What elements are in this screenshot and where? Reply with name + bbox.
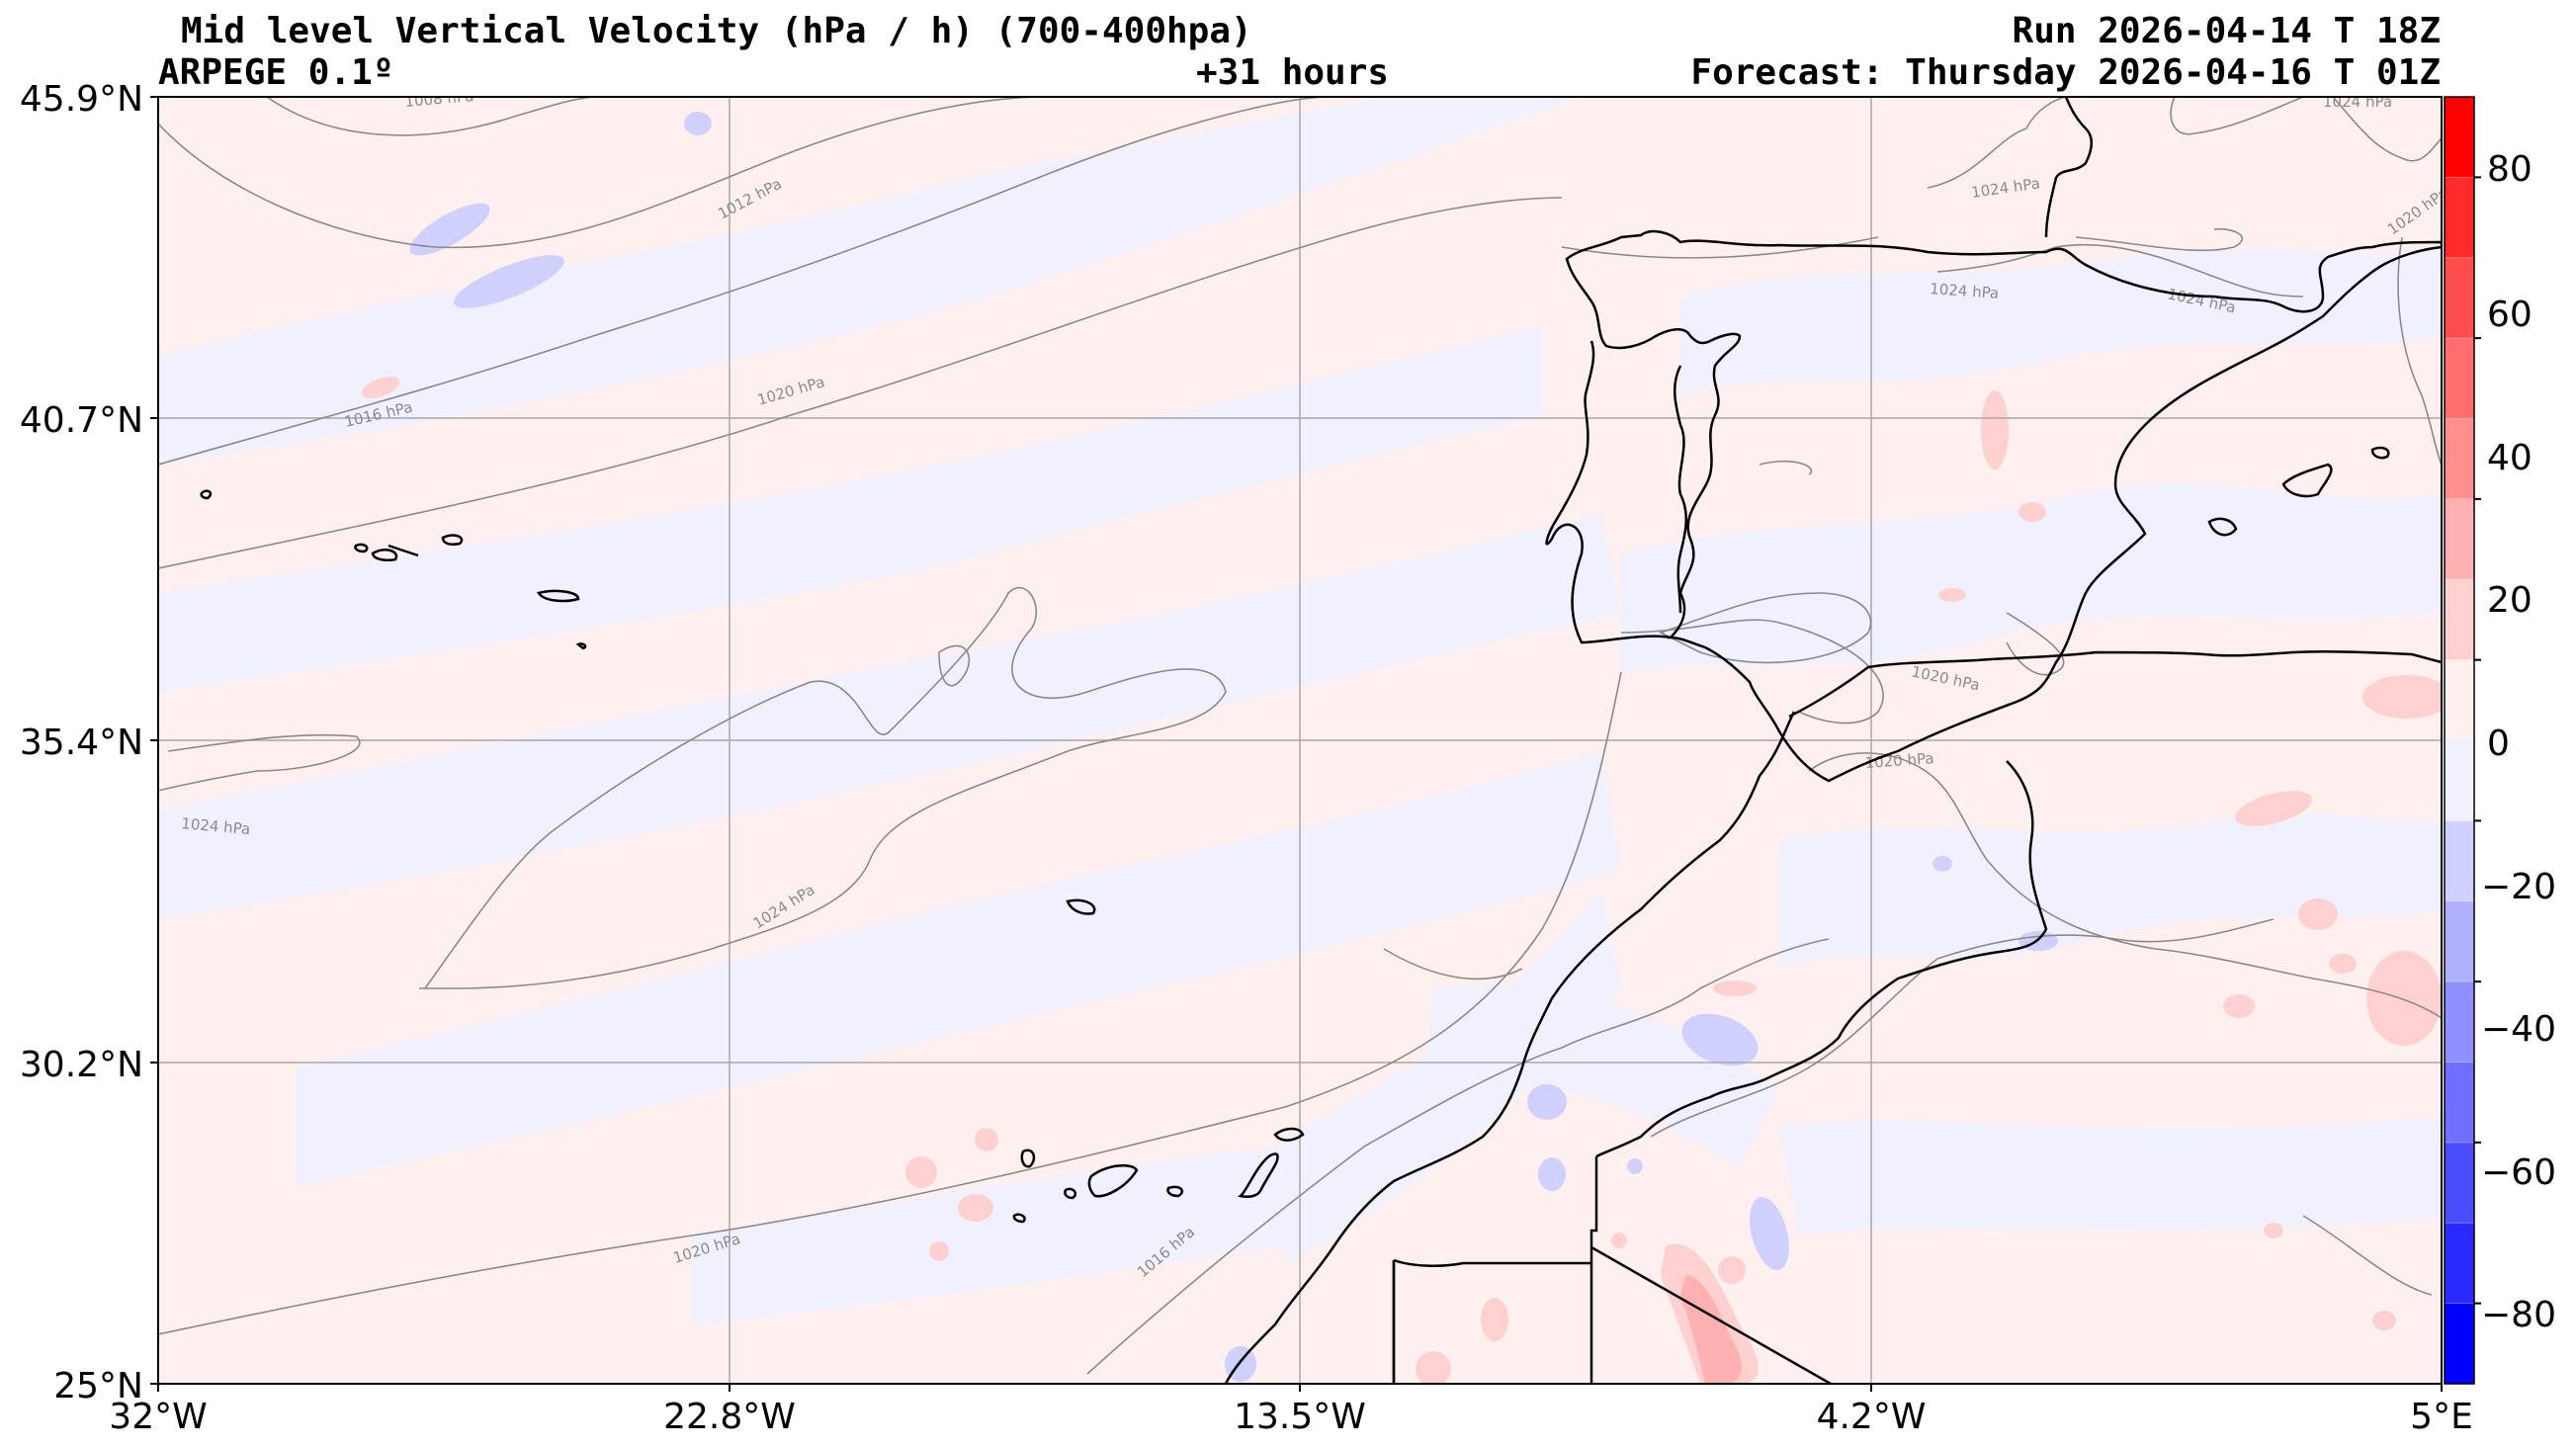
lat-tick-label: 40.7°N [20, 400, 143, 441]
colorbar-segment [2445, 981, 2474, 1063]
coastlines [1224, 97, 2442, 1384]
longitude-labels: 32°W 22.8°W 13.5°W 4.2°W 5°E [109, 1397, 2473, 1437]
axis-tick-marks [150, 96, 2443, 1392]
isobars [158, 97, 2442, 1375]
lat-tick-label: 35.4°N [20, 723, 143, 763]
lon-tick-label: 4.2°W [1817, 1397, 1927, 1437]
lead-time-label: +31 hours [1196, 52, 1390, 93]
colorbar-tick-label: 20 [2487, 580, 2533, 621]
lon-tick-label: 22.8°W [663, 1397, 796, 1437]
isobar-label: 1020 hPa [1864, 749, 1934, 772]
lat-tick-label: 45.9°N [20, 79, 143, 120]
chart-title: Mid level Vertical Velocity (hPa / h) (7… [181, 11, 1252, 51]
colorbar-tick-label: −80 [2481, 1295, 2556, 1335]
colorbar-tick-label: 0 [2487, 724, 2510, 764]
colorbar-segment [2445, 1062, 2474, 1144]
colorbar-tick-label: −60 [2481, 1152, 2556, 1193]
colorbar-tick-label: 60 [2487, 295, 2533, 335]
colorbar-frame [2444, 96, 2475, 1385]
colorbar-tick-label: 80 [2487, 149, 2533, 190]
isobar-label: 1024 hPa [2323, 93, 2392, 111]
islands [200, 489, 1305, 1224]
forecast-label: Forecast: Thursday 2026-04-16 T 01Z [1690, 52, 2441, 93]
colorbar-segment [2445, 1142, 2474, 1224]
lon-tick-label: 5°E [2410, 1397, 2473, 1437]
colorbar-segment [2445, 177, 2474, 259]
colorbar-tick-label: 40 [2487, 438, 2533, 478]
run-label: Run 2026-04-14 T 18Z [2012, 11, 2441, 51]
weak-ascent-areas [158, 97, 2442, 1324]
map-plot-area: 1008 hPa 1012 hPa 1016 hPa 1020 hPa 1024… [158, 93, 2442, 1384]
isobar-label: 1024 hPa [1930, 280, 2000, 302]
colorbar-tick-label: −40 [2481, 1009, 2556, 1050]
colorbar-segment [2445, 900, 2474, 982]
colorbar [2445, 97, 2481, 1385]
graticule [158, 97, 2442, 1384]
colorbar-segment [2445, 659, 2474, 741]
colorbar-segment [2445, 97, 2474, 178]
latitude-labels: 45.9°N 40.7°N 35.4°N 30.2°N 25°N [20, 79, 143, 1406]
colorbar-segment [2445, 740, 2474, 821]
lat-tick-label: 25°N [53, 1366, 143, 1406]
colorbar-segment [2445, 257, 2474, 339]
subsidence-strong-core [1680, 1275, 1742, 1384]
colorbar-segment [2445, 579, 2474, 661]
colorbar-segment [2445, 1223, 2474, 1305]
colorbar-segment [2445, 1303, 2474, 1385]
colorbar-segment [2445, 418, 2474, 500]
colorbar-segment [2445, 338, 2474, 419]
colorbar-tick-label: −20 [2481, 867, 2556, 907]
ascent-cores [409, 112, 2058, 1382]
lon-tick-label: 32°W [109, 1397, 207, 1437]
model-label: ARPEGE 0.1º [158, 52, 394, 93]
colorbar-segment [2445, 498, 2474, 580]
lon-tick-label: 13.5°W [1234, 1397, 1366, 1437]
colorbar-tick-labels: 80 60 40 20 0 −20 −40 −60 −80 [2481, 149, 2556, 1335]
colorbar-segment [2445, 820, 2474, 902]
lat-tick-label: 30.2°N [20, 1045, 143, 1085]
